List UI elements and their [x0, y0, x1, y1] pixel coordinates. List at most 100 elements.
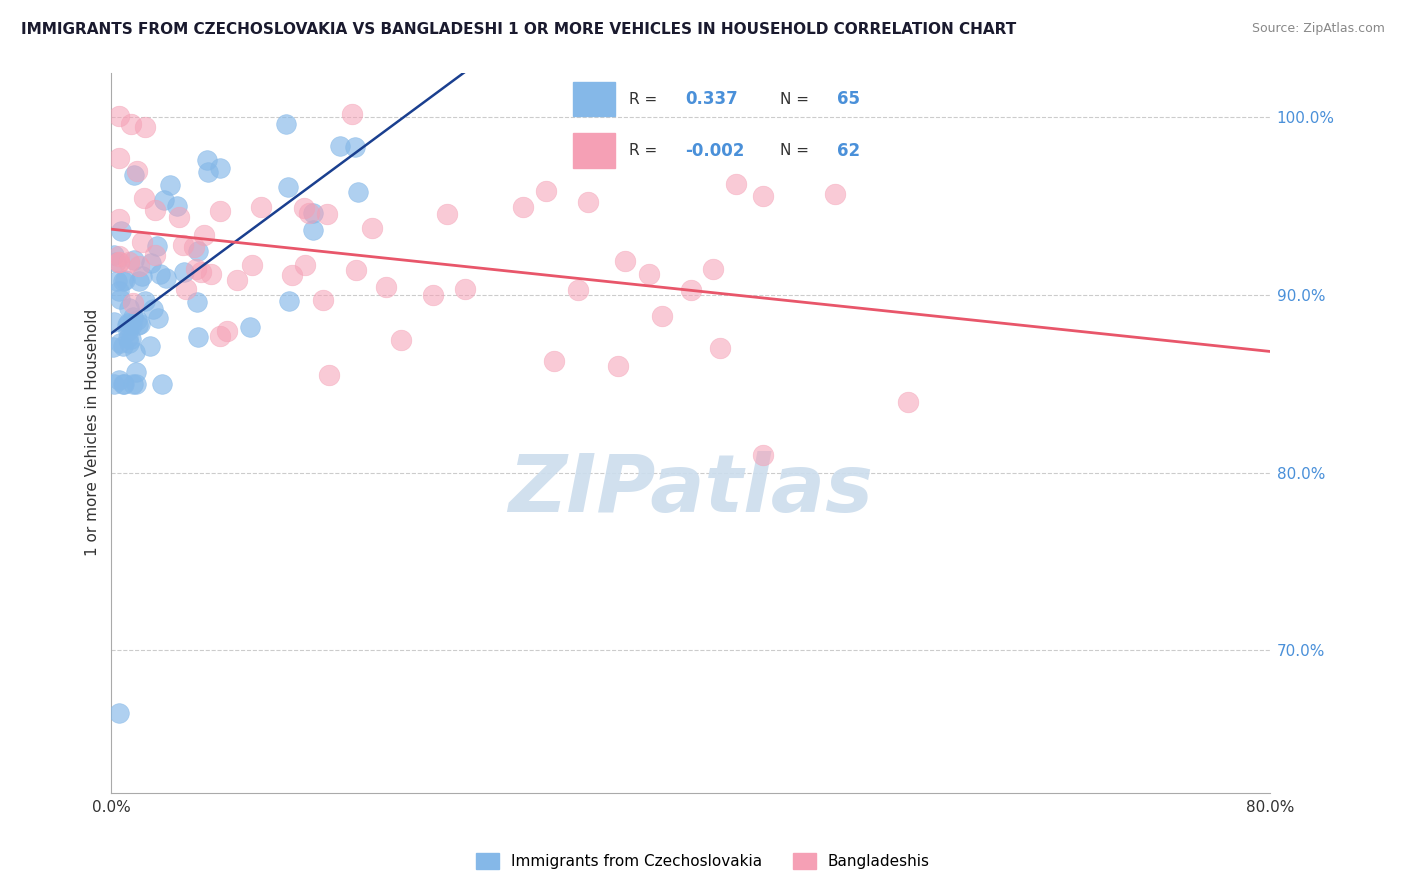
Point [104, 255, 127, 269]
Point [576, 194, 599, 209]
Point [186, 295, 208, 310]
Point [281, 268, 304, 282]
Point [118, 335, 141, 350]
Point [226, 273, 249, 287]
Point [824, 187, 846, 202]
Point [374, 279, 396, 293]
Point [208, 329, 231, 343]
Point [347, 186, 370, 200]
Point [110, 224, 132, 238]
Point [186, 261, 208, 276]
Point [108, 336, 131, 351]
Point [101, 340, 124, 354]
Point [105, 274, 128, 288]
Point [134, 294, 156, 309]
Point [111, 376, 134, 391]
Point [129, 318, 152, 332]
Point [103, 247, 125, 261]
Point [277, 180, 299, 194]
Text: ZIPatlas: ZIPatlas [508, 451, 873, 529]
Point [453, 282, 475, 296]
Point [238, 319, 260, 334]
Point [112, 376, 135, 391]
Point [120, 332, 142, 346]
Point [709, 342, 731, 356]
Point [344, 140, 367, 154]
Point [112, 274, 135, 288]
Point [183, 240, 205, 254]
Point [613, 254, 636, 268]
Point [607, 359, 630, 373]
Text: R =: R = [630, 92, 658, 107]
Point [389, 333, 412, 347]
Point [166, 198, 188, 212]
Point [149, 268, 172, 282]
Point [124, 344, 146, 359]
Point [107, 254, 129, 268]
Point [190, 265, 212, 279]
Point [752, 448, 775, 462]
Point [512, 200, 534, 214]
Point [142, 301, 165, 316]
Point [107, 110, 129, 124]
Point [128, 259, 150, 273]
Point [301, 223, 323, 237]
Point [118, 255, 141, 269]
Text: 62: 62 [837, 142, 859, 160]
Text: N =: N = [780, 143, 814, 158]
Point [125, 365, 148, 379]
Point [153, 193, 176, 207]
Point [294, 258, 316, 272]
Point [316, 206, 339, 220]
Point [117, 331, 139, 345]
Point [107, 372, 129, 386]
Point [122, 310, 145, 324]
Point [298, 206, 321, 220]
Point [187, 330, 209, 344]
Point [125, 312, 148, 326]
Point [169, 210, 191, 224]
Point [107, 706, 129, 720]
Point [638, 268, 661, 282]
Point [120, 117, 142, 131]
Point [360, 221, 382, 235]
Point [752, 189, 775, 203]
Bar [574, 134, 614, 168]
Point [117, 325, 139, 339]
Point [122, 376, 145, 391]
Point [146, 311, 169, 326]
Point [173, 265, 195, 279]
Point [121, 295, 143, 310]
Text: Source: ZipAtlas.com: Source: ZipAtlas.com [1251, 22, 1385, 36]
Point [107, 284, 129, 298]
Point [125, 164, 148, 178]
Point [143, 248, 166, 262]
Y-axis label: 1 or more Vehicles in Household: 1 or more Vehicles in Household [86, 310, 100, 557]
Point [209, 204, 232, 219]
Point [122, 252, 145, 267]
Point [118, 301, 141, 315]
Text: 0.337: 0.337 [686, 90, 738, 108]
Point [121, 318, 143, 332]
Point [292, 201, 315, 215]
Point [141, 256, 163, 270]
Point [155, 271, 177, 285]
Point [567, 283, 589, 297]
Point [131, 268, 153, 283]
Point [187, 244, 209, 259]
Point [107, 212, 129, 227]
Point [108, 292, 131, 306]
Point [240, 258, 263, 272]
Point [543, 354, 565, 368]
Point [132, 190, 155, 204]
Point [344, 263, 367, 277]
Point [150, 376, 173, 391]
Point [122, 168, 145, 182]
Point [702, 262, 724, 277]
Point [139, 339, 162, 353]
Point [114, 273, 136, 287]
Point [274, 117, 297, 131]
Text: -0.002: -0.002 [686, 142, 745, 160]
Legend: Immigrants from Czechoslovakia, Bangladeshis: Immigrants from Czechoslovakia, Banglade… [470, 847, 936, 875]
Point [107, 249, 129, 263]
